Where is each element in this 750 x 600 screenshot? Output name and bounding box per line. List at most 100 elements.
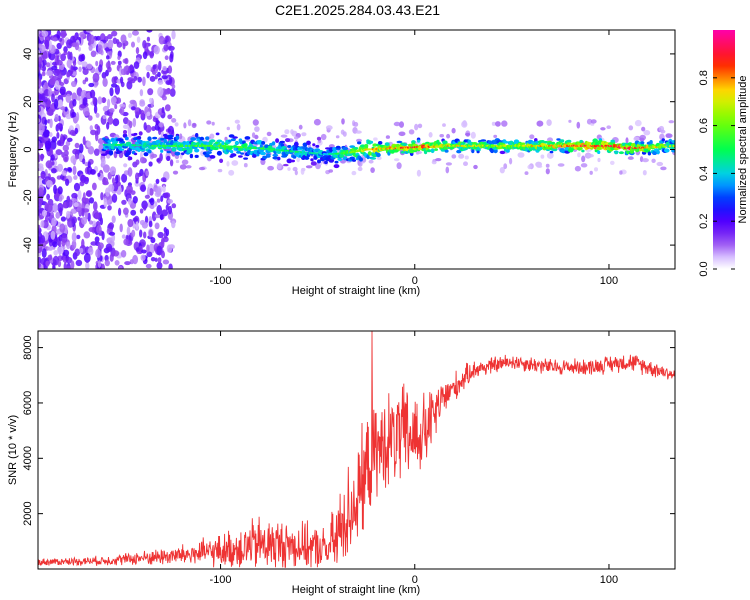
noise-blob (161, 209, 169, 217)
ridge-blob (471, 142, 478, 145)
noise-blob (164, 88, 172, 95)
ridge-blob (182, 141, 187, 145)
noise-blob (546, 119, 552, 126)
noise-blob (61, 170, 67, 176)
noise-blob (97, 96, 103, 105)
ridge-blob (235, 141, 239, 145)
noise-blob (414, 123, 419, 131)
noise-blob (104, 111, 110, 116)
ridge-blob (442, 140, 448, 145)
noise-blob (106, 55, 110, 60)
noise-blob (408, 129, 415, 135)
ridge-blob (232, 136, 238, 139)
x-tick-label: 100 (600, 574, 618, 586)
noise-blob (111, 83, 118, 88)
spectrogram-area (38, 30, 675, 269)
noise-blob (627, 156, 634, 160)
noise-blob (368, 159, 374, 164)
noise-blob (124, 261, 131, 266)
ridge-blob (614, 151, 619, 155)
noise-blob (169, 53, 174, 63)
noise-blob (111, 215, 116, 224)
noise-blob (416, 169, 421, 177)
noise-blob (167, 205, 173, 215)
ridge-blob (505, 149, 510, 153)
noise-blob (146, 244, 150, 253)
noise-blob (174, 122, 179, 127)
noise-blob (142, 40, 147, 49)
noise-blob (590, 119, 597, 124)
snr-series-line (38, 331, 675, 568)
noise-blob (211, 121, 215, 126)
ridge-blob (313, 153, 318, 157)
noise-blob (226, 126, 230, 131)
ridge-blob (315, 144, 320, 148)
noise-blob (92, 72, 100, 83)
noise-blob (643, 130, 651, 136)
noise-blob (60, 216, 66, 222)
noise-blob (142, 51, 148, 60)
noise-blob (76, 112, 80, 122)
ridge-blob (335, 145, 341, 149)
noise-blob (103, 198, 108, 208)
ridge-blob (475, 148, 481, 152)
noise-blob (96, 225, 102, 234)
noise-blob (81, 238, 85, 249)
noise-blob (52, 255, 60, 266)
ridge-blob (243, 157, 249, 160)
ridge-blob (351, 159, 357, 162)
ridge-blob (539, 147, 543, 150)
noise-blob (93, 201, 98, 211)
noise-blob (89, 89, 96, 99)
noise-blob (156, 262, 163, 269)
noise-blob (254, 126, 260, 132)
noise-blob (72, 148, 79, 155)
noise-blob (65, 256, 73, 264)
noise-blob (131, 41, 135, 48)
noise-blob (171, 203, 177, 209)
ridge-blob (272, 156, 279, 160)
noise-blob (153, 45, 160, 55)
snr-frame (37, 330, 676, 570)
noise-blob (84, 77, 89, 82)
noise-blob (172, 170, 179, 175)
y-tick-label: -40 (22, 237, 34, 253)
noise-blob (123, 163, 128, 168)
noise-blob (123, 66, 127, 76)
ridge-blob (261, 141, 266, 145)
noise-blob (97, 172, 101, 177)
ridge-blob (286, 158, 293, 164)
noise-blob (376, 156, 382, 161)
noise-blob (39, 142, 44, 148)
noise-blob (38, 230, 41, 235)
noise-blob (445, 166, 450, 174)
noise-blob (73, 202, 79, 208)
ridge-blob (171, 147, 177, 152)
noise-blob (668, 120, 675, 124)
noise-blob (160, 131, 165, 140)
noise-blob (633, 136, 640, 142)
noise-blob (87, 161, 91, 169)
noise-blob (122, 124, 130, 129)
noise-blob (132, 254, 139, 265)
ridge-blob (275, 138, 280, 144)
noise-blob (50, 140, 57, 150)
noise-blob (81, 216, 88, 225)
noise-blob (284, 129, 290, 135)
noise-blob (139, 208, 144, 214)
noise-blob (301, 132, 307, 137)
noise-blob (252, 119, 259, 126)
noise-blob (524, 171, 529, 176)
ridge-blob (456, 149, 462, 154)
noise-blob (66, 199, 73, 208)
noise-blob (121, 199, 127, 205)
noise-blob (341, 118, 345, 125)
ridge-blob (551, 141, 556, 145)
ridge-blob (166, 150, 171, 154)
noise-blob (81, 208, 85, 217)
noise-blob (167, 114, 173, 120)
noise-blob (157, 231, 164, 239)
noise-blob (473, 164, 478, 170)
noise-blob (415, 150, 422, 155)
noise-blob (124, 57, 129, 65)
